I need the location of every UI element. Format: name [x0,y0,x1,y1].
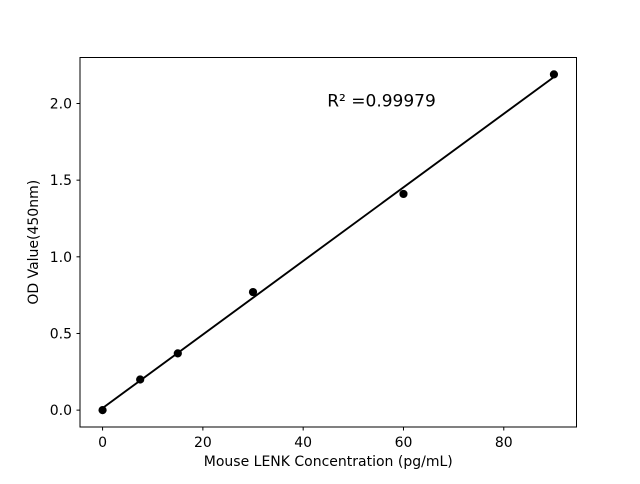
x-axis-label: Mouse LENK Concentration (pg/mL) [204,454,453,470]
data-point [248,287,258,297]
r-squared-annotation: R² =0.99979 [327,92,436,112]
x-tick-label: 40 [294,435,312,451]
data-point [399,189,408,199]
data-point [136,375,145,384]
x-tick-label: 20 [194,435,212,451]
fit-line [101,76,555,410]
y-tick-label: 0.5 [50,326,72,342]
y-tick-label: 2.0 [50,96,72,112]
data-point [98,406,107,415]
x-tick-label: 80 [495,435,513,451]
data-point [173,349,182,358]
x-tick-label: 0 [98,435,107,451]
y-tick-label: 1.5 [50,173,72,189]
y-tick-label: 1.0 [50,250,72,266]
y-tick-label: 0.0 [50,403,72,419]
plot-area [79,57,577,428]
data-point [549,70,559,79]
x-tick-label: 60 [395,435,413,451]
y-axis-label: OD Value(450nm) [26,180,42,305]
